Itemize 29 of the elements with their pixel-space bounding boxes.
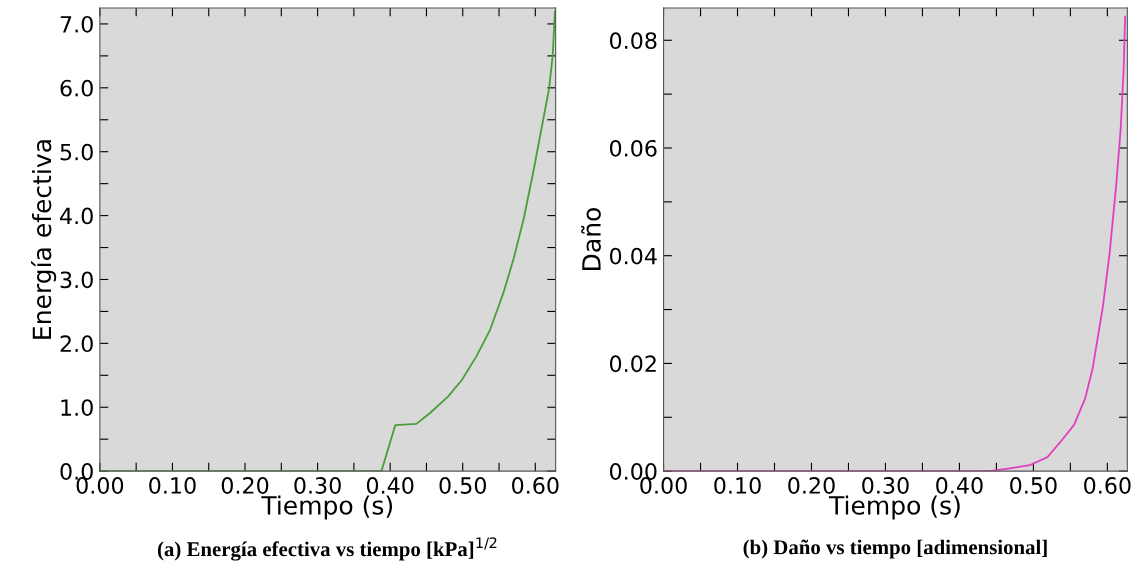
y-tick-label: 4.0 bbox=[60, 207, 93, 225]
x-tick-label: 0.30 bbox=[294, 477, 341, 494]
x-tick-label: 0.10 bbox=[149, 477, 196, 494]
x-tick-label: 0.40 bbox=[366, 477, 414, 494]
x-axis-title: Tiempo (s) bbox=[261, 495, 393, 520]
x-tick-label: 0.60 bbox=[512, 477, 559, 494]
x-tick-label: 0.60 bbox=[1084, 477, 1131, 494]
text: (b) Daño vs tiempo [adimensional] bbox=[743, 539, 1047, 559]
y-tick-label: 5.0 bbox=[60, 143, 93, 161]
y-tick-label: 0.04 bbox=[609, 247, 657, 265]
x-tick-label: 0.20 bbox=[788, 477, 835, 494]
x-axis-title: Tiempo (s) bbox=[828, 495, 960, 520]
y-tick-label: 0.02 bbox=[609, 355, 656, 373]
y-axis-title: Daño bbox=[581, 208, 601, 270]
y-tick-label: 0.06 bbox=[609, 139, 657, 157]
y-tick-label: 7.0 bbox=[60, 15, 93, 33]
x-tick-label: 0.10 bbox=[714, 477, 761, 494]
y-tick-label: 2.0 bbox=[60, 335, 93, 353]
y-tick-label: 0.08 bbox=[609, 32, 657, 50]
x-tick-label: 0.30 bbox=[862, 477, 909, 494]
y-tick-label: 1.0 bbox=[61, 399, 93, 417]
x-tick-label: 0.40 bbox=[936, 477, 983, 494]
y-tick-label: 6.0 bbox=[60, 79, 93, 97]
y-tick-label: 3.0 bbox=[60, 271, 93, 289]
x-tick-label: 0.50 bbox=[439, 477, 486, 494]
x-tick-label: 0.50 bbox=[1010, 477, 1057, 494]
y-axis-title: Energía efectiva bbox=[31, 140, 57, 339]
x-tick-label: 0.20 bbox=[221, 477, 269, 494]
text: (a) Energía efectiva vs tiempo [kPa]$^{1/2}$ bbox=[157, 537, 497, 561]
